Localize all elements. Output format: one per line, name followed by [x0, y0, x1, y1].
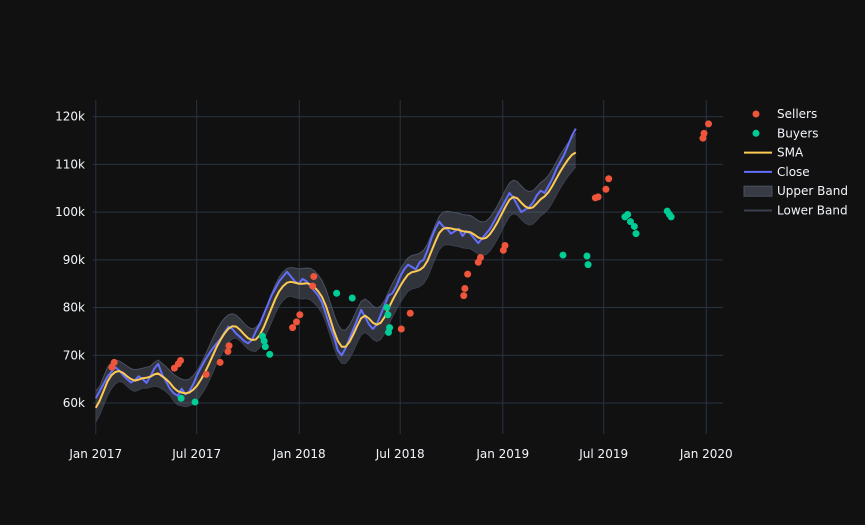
y-tick-label: 100k	[55, 205, 85, 219]
x-tick-label: Jan 2020	[679, 447, 733, 461]
seller-point[interactable]	[296, 311, 303, 318]
seller-point[interactable]	[217, 359, 224, 366]
legend-label: SMA	[777, 146, 804, 160]
seller-point[interactable]	[461, 285, 468, 292]
legend-label: Upper Band	[777, 184, 848, 198]
buyer-point[interactable]	[583, 253, 590, 260]
buyer-point[interactable]	[668, 213, 675, 220]
legend-label: Buyers	[777, 126, 819, 140]
buyer-point[interactable]	[349, 295, 356, 302]
legend-marker-swatch	[753, 111, 760, 118]
buyer-point[interactable]	[585, 261, 592, 268]
buyer-point[interactable]	[384, 311, 391, 318]
buyer-point[interactable]	[262, 343, 269, 350]
y-tick-label: 80k	[63, 301, 85, 315]
legend-label: Sellers	[777, 107, 817, 121]
buyer-point[interactable]	[633, 230, 640, 237]
seller-point[interactable]	[177, 357, 184, 364]
seller-point[interactable]	[464, 271, 471, 278]
buyer-point[interactable]	[266, 351, 273, 358]
x-tick-label: Jan 2017	[68, 447, 122, 461]
seller-point[interactable]	[605, 175, 612, 182]
x-tick-label: Jan 2018	[272, 447, 326, 461]
seller-point[interactable]	[289, 324, 296, 331]
buyer-point[interactable]	[385, 329, 392, 336]
seller-point[interactable]	[595, 193, 602, 200]
seller-point[interactable]	[111, 359, 118, 366]
buyer-point[interactable]	[624, 211, 631, 218]
buyer-point[interactable]	[192, 399, 199, 406]
y-tick-label: 70k	[63, 348, 85, 362]
y-tick-label: 120k	[55, 110, 85, 124]
legend-marker-swatch	[753, 130, 760, 137]
y-tick-label: 110k	[55, 157, 85, 171]
x-tick-label: Jan 2019	[475, 447, 529, 461]
buyer-point[interactable]	[383, 304, 390, 311]
seller-point[interactable]	[203, 371, 210, 378]
seller-point[interactable]	[705, 120, 712, 127]
x-tick-label: Jul 2017	[171, 447, 221, 461]
seller-point[interactable]	[407, 310, 414, 317]
legend-label: Lower Band	[777, 204, 848, 218]
buyer-point[interactable]	[178, 395, 185, 402]
seller-point[interactable]	[701, 130, 708, 137]
seller-point[interactable]	[309, 283, 316, 290]
legend-label: Close	[777, 165, 810, 179]
y-tick-label: 90k	[63, 253, 85, 267]
y-tick-label: 60k	[63, 396, 85, 410]
buyer-point[interactable]	[333, 290, 340, 297]
seller-point[interactable]	[293, 318, 300, 325]
seller-point[interactable]	[226, 342, 233, 349]
buyer-point[interactable]	[631, 223, 638, 230]
seller-point[interactable]	[460, 292, 467, 299]
seller-point[interactable]	[398, 326, 405, 333]
seller-point[interactable]	[502, 242, 509, 249]
x-tick-label: Jul 2019	[578, 447, 628, 461]
legend-item-upper-band[interactable]: Upper Band	[744, 184, 848, 198]
seller-point[interactable]	[602, 186, 609, 193]
seller-point[interactable]	[477, 254, 484, 261]
seller-point[interactable]	[310, 273, 317, 280]
x-tick-label: Jul 2018	[375, 447, 425, 461]
legend-fill-swatch	[744, 186, 772, 196]
buyer-point[interactable]	[559, 252, 566, 259]
